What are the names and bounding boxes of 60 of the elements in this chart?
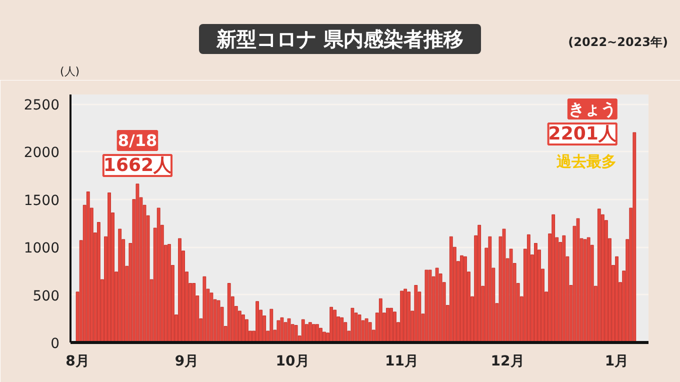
bar [270,308,274,342]
bar [333,310,337,342]
bar [216,300,220,342]
bar [597,208,601,342]
bar [368,322,372,342]
x-tick-label: 11月 [385,354,419,370]
y-axis-title: (人) [60,64,80,79]
bar [340,317,344,342]
bar [280,317,284,342]
chart-title: 新型コロナ 県内感染者推移 [198,24,482,54]
annotation: 過去最多 [555,152,616,171]
bar [615,256,618,342]
bar [136,184,140,342]
annotation: 8/18 [118,130,158,150]
bar [294,325,298,342]
bar [276,320,280,342]
bar [562,235,566,342]
y-tick-label: 500 [32,288,60,304]
bar [407,292,411,342]
x-tick-label: 8月 [66,354,90,370]
bar [210,292,214,342]
bar [378,298,382,342]
bar [424,270,428,342]
bar [478,224,482,342]
bar [488,236,492,342]
y-tick-label: 2500 [24,98,60,114]
bar [301,319,305,342]
x-tick-label: 12月 [490,354,524,370]
bar [118,228,122,342]
y-tick-label: 1500 [24,192,60,209]
bar [108,192,111,342]
y-tick-label: 0 [50,336,60,352]
bar [202,276,206,342]
bar [178,238,182,342]
x-tick-label: 1月 [604,354,629,370]
bar [400,290,404,342]
annotation: きょう [568,100,616,119]
y-tick-label: 2000 [24,145,60,162]
bar [364,318,368,342]
bar [227,283,231,342]
bar [96,222,100,342]
bar [86,191,90,342]
x-tick-label: 10月 [276,354,310,370]
chart-subtitle: (2022~2023年) [568,34,668,51]
y-tick-label: 1000 [24,240,60,257]
x-tick-label: 9月 [174,354,199,370]
bar [509,248,513,342]
bar [586,237,590,342]
bar [192,283,196,342]
bar [632,132,636,342]
bar [449,236,453,342]
bar [583,239,587,342]
bar [156,208,160,342]
bar [435,268,439,342]
bar [319,328,322,342]
bar [256,301,259,342]
bar [414,284,418,342]
bar [330,306,334,342]
bar [350,308,354,342]
bar [393,312,396,342]
